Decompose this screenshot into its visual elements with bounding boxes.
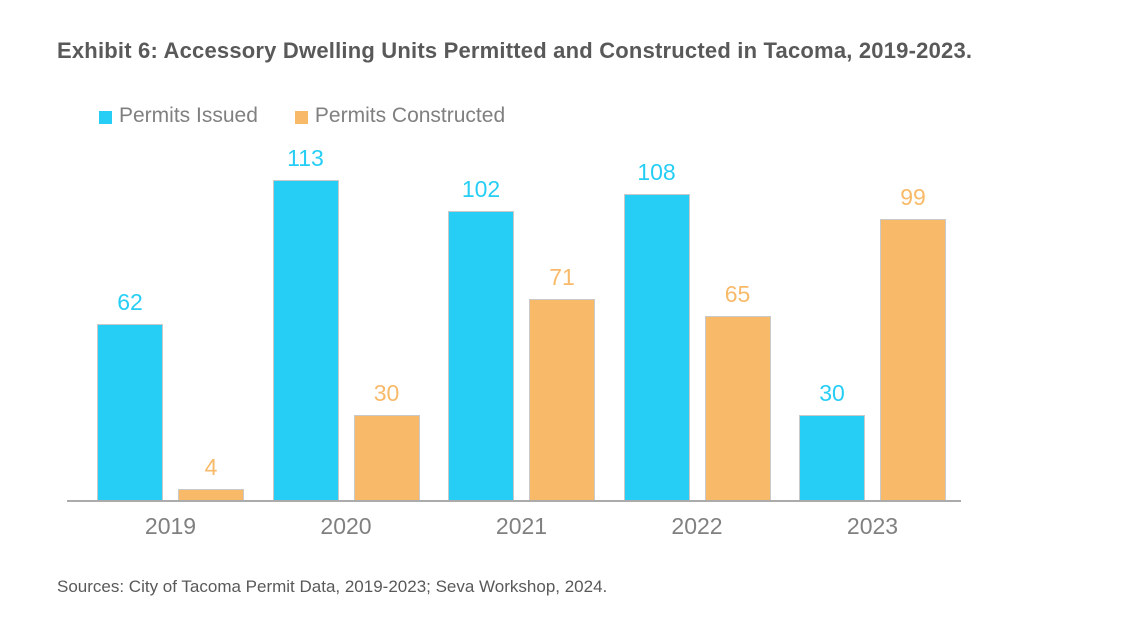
bar-permits-constructed-2022: [704, 316, 771, 500]
permits-constructed-swatch-icon: [294, 110, 308, 124]
x-tick-label-2023: 2023: [846, 513, 899, 539]
x-tick-label-2020: 2020: [320, 513, 372, 539]
data-label-permits-constructed-2022: 65: [724, 281, 751, 307]
bar-permits-issued-2019: [97, 324, 163, 500]
data-label-permits-issued-2022: 108: [637, 159, 676, 185]
data-label-permits-constructed-2020: 30: [373, 380, 400, 406]
bar-permits-constructed-2021: [529, 299, 595, 500]
x-axis-line: [67, 500, 961, 502]
bar-permits-constructed-2023: [880, 219, 946, 500]
chart-legend: Permits Issued Permits Constructed: [99, 104, 505, 128]
bar-permits-issued-2022: [623, 194, 690, 500]
bar-permits-issued-2021: [448, 211, 514, 500]
data-label-permits-issued-2019: 62: [117, 289, 143, 315]
legend-item-permits-constructed: Permits Constructed: [294, 104, 506, 128]
data-label-permits-constructed-2019: 4: [204, 454, 218, 480]
permits-issued-swatch-icon: [99, 110, 112, 124]
chart-title: Exhibit 6: Accessory Dwelling Units Perm…: [57, 38, 973, 63]
legend-item-permits-issued: Permits Issued: [99, 104, 258, 128]
data-label-permits-issued-2021: 102: [461, 176, 501, 202]
source-note: Sources: City of Tacoma Permit Data, 201…: [57, 577, 608, 596]
legend-label-permits-issued: Permits Issued: [119, 104, 258, 127]
data-label-permits-constructed-2023: 99: [900, 184, 926, 210]
bar-permits-issued-2020: [272, 180, 339, 500]
x-tick-label-2019: 2019: [144, 513, 197, 539]
x-tick-label-2022: 2022: [671, 513, 723, 539]
x-tick-label-2021: 2021: [495, 513, 548, 539]
bar-permits-constructed-2020: [353, 415, 420, 500]
data-label-permits-constructed-2021: 71: [549, 264, 575, 290]
legend-label-permits-constructed: Permits Constructed: [314, 104, 506, 127]
bar-permits-constructed-2019: [178, 489, 244, 500]
bar-permits-issued-2023: [799, 415, 865, 500]
data-label-permits-issued-2023: 30: [819, 380, 845, 406]
data-label-permits-issued-2020: 113: [287, 145, 324, 171]
